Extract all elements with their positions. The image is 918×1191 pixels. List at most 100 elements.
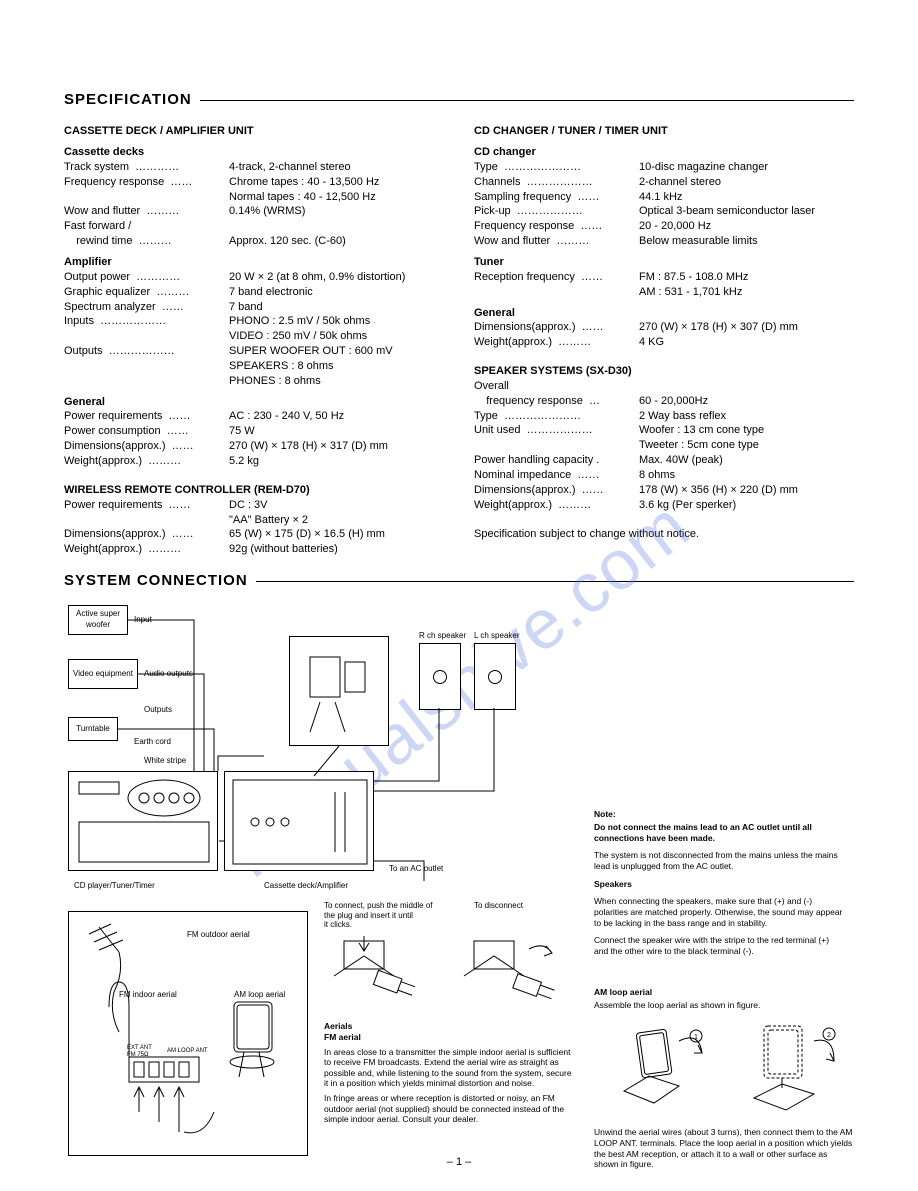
spec-row: Power consumption ……75 W	[64, 424, 444, 439]
plug-connect-caption: To connect, push the middle of the plug …	[324, 901, 434, 930]
spec-value: Optical 3-beam semiconductor laser	[639, 204, 854, 219]
spec-label: Power requirements ……	[64, 498, 229, 513]
spec-label: Spectrum analyzer ……	[64, 300, 229, 315]
earth-cord-label: Earth cord	[134, 737, 171, 747]
spec-value: Approx. 120 sec. (C-60)	[229, 234, 444, 249]
spec-value: 7 band	[229, 300, 444, 315]
asw-input-label: Input	[134, 615, 152, 625]
spec-label: Nominal impedance ……	[474, 468, 639, 483]
spec-label: Weight(approx.) ………	[64, 454, 229, 469]
spec-row: Power requirements ……AC : 230 - 240 V, 5…	[64, 409, 444, 424]
spec-label: Overall	[474, 379, 639, 394]
spec-row: Reception frequency ……FM : 87.5 - 108.0 …	[474, 270, 854, 285]
spec-label	[64, 359, 229, 374]
fm-aerial-sub: FM aerial	[324, 1032, 574, 1043]
spec-label: rewind time ………	[64, 234, 229, 249]
spec-label: Dimensions(approx.) ……	[474, 320, 639, 335]
terminal-callout	[289, 636, 389, 746]
amp-unit	[224, 771, 374, 871]
spec-value: 7 band electronic	[229, 285, 444, 300]
cd-player-label: CD player/Tuner/Timer	[74, 881, 155, 891]
spec-row: Outputs ………………SUPER WOOFER OUT : 600 mV	[64, 344, 444, 359]
speakers-h: Speakers	[594, 879, 844, 890]
spec-value: 2 Way bass reflex	[639, 409, 854, 424]
fm-outdoor-label: FM outdoor aerial	[187, 930, 250, 940]
spec-value: Below measurable limits	[639, 234, 854, 249]
spec-right-col: CD CHANGER / TUNER / TIMER UNIT CD chang…	[474, 120, 854, 557]
rch-label: R ch speaker	[419, 631, 466, 641]
spec-label: Power consumption ……	[64, 424, 229, 439]
plug-disconnect-caption: To disconnect	[474, 901, 523, 911]
spec-label: Outputs ………………	[64, 344, 229, 359]
conn-title-text: SYSTEM CONNECTION	[64, 571, 248, 591]
spec-label: Weight(approx.) ………	[64, 542, 229, 557]
spec-value: FM : 87.5 - 108.0 MHz	[639, 270, 854, 285]
spec-row: SPEAKERS : 8 ohms	[64, 359, 444, 374]
spec-value: 20 W × 2 (at 8 ohm, 0.9% distortion)	[229, 270, 444, 285]
spec-value: 2-channel stereo	[639, 175, 854, 190]
spec-row: Dimensions(approx.) ……178 (W) × 356 (H) …	[474, 483, 854, 498]
spec-row: Weight(approx.) ………92g (without batterie…	[64, 542, 444, 557]
active-super-woofer-box: Active super woofer	[68, 605, 128, 635]
amplifier-group: Amplifier	[64, 255, 444, 270]
spec-value: 20 - 20,000 Hz	[639, 219, 854, 234]
spec-value: 8 ohms	[639, 468, 854, 483]
spec-row: Inputs ………………PHONO : 2.5 mV / 50k ohms	[64, 314, 444, 329]
spec-value: 270 (W) × 178 (H) × 307 (D) mm	[639, 320, 854, 335]
remote-heading: WIRELESS REMOTE CONTROLLER (REM-D70)	[64, 483, 444, 498]
spec-row: Weight(approx.) ………5.2 kg	[64, 454, 444, 469]
spec-row: Weight(approx.) ………3.6 kg (Per sperker)	[474, 498, 854, 513]
aerial-text: Aerials FM aerial In areas close to a tr…	[324, 1021, 574, 1129]
notice: Specification subject to change without …	[474, 527, 854, 542]
right-notes: Note: Do not connect the mains lead to a…	[594, 809, 844, 1017]
ac-outlet-label: To an AC outlet	[389, 864, 443, 874]
spec-label: Weight(approx.) ………	[474, 335, 639, 350]
spec-label: Graphic equalizer ………	[64, 285, 229, 300]
spec-row: Frequency response ……20 - 20,000 Hz	[474, 219, 854, 234]
video-outputs-label: Audio outputs	[144, 669, 193, 679]
rule	[200, 100, 854, 101]
spec-label: Fast forward /	[64, 219, 229, 234]
cd-tuner-unit	[68, 771, 218, 871]
spec-row: Power handling capacity .Max. 40W (peak)	[474, 453, 854, 468]
spec-row: Graphic equalizer ………7 band electronic	[64, 285, 444, 300]
spec-label: frequency response …	[474, 394, 639, 409]
spec-row: frequency response …60 - 20,000Hz	[474, 394, 854, 409]
spec-row: Dimensions(approx.) ……270 (W) × 178 (H) …	[474, 320, 854, 335]
spec-row: "AA" Battery × 2	[64, 513, 444, 528]
spec-row: Pick-up ………………Optical 3-beam semiconduct…	[474, 204, 854, 219]
spec-value: Normal tapes : 40 - 12,500 Hz	[229, 190, 444, 205]
spec-row: Dimensions(approx.) ……270 (W) × 178 (H) …	[64, 439, 444, 454]
spec-heading: SPECIFICATION	[64, 90, 854, 110]
fm-indoor-label: FM indoor aerial	[119, 990, 177, 1000]
spec-row: Type …………………10-disc magazine changer	[474, 160, 854, 175]
white-stripe-label: White stripe	[144, 756, 186, 766]
spec-value: AC : 230 - 240 V, 50 Hz	[229, 409, 444, 424]
spec-label	[64, 329, 229, 344]
spec-row: Output power …………20 W × 2 (at 8 ohm, 0.9…	[64, 270, 444, 285]
aerials-h: Aerials	[324, 1021, 574, 1032]
spec-label: Type …………………	[474, 160, 639, 175]
spec-value: Chrome tapes : 40 - 13,500 Hz	[229, 175, 444, 190]
spec-left-col: CASSETTE DECK / AMPLIFIER UNIT Cassette …	[64, 120, 444, 557]
lch-label: L ch speaker	[474, 631, 520, 641]
spec-label: Type …………………	[474, 409, 639, 424]
spec-value: 5.2 kg	[229, 454, 444, 469]
spec-label: Unit used ………………	[474, 423, 639, 438]
spec-label: Dimensions(approx.) ……	[64, 439, 229, 454]
spec-row: Dimensions(approx.) ……65 (W) × 175 (D) ×…	[64, 527, 444, 542]
spec-row: Track system …………4-track, 2-channel ster…	[64, 160, 444, 175]
general-left-group: General	[64, 395, 444, 410]
amloopant-label: AM LOOP ANT	[167, 1048, 208, 1055]
spec-title-text: SPECIFICATION	[64, 90, 192, 110]
svg-text:1: 1	[694, 1034, 698, 1041]
aerial-p2: In fringe areas or where reception is di…	[324, 1093, 574, 1125]
spec-row: Normal tapes : 40 - 12,500 Hz	[64, 190, 444, 205]
spec-value: VIDEO : 250 mV / 50k ohms	[229, 329, 444, 344]
spec-value: SUPER WOOFER OUT : 600 mV	[229, 344, 444, 359]
spk-p2: Connect the speaker wire with the stripe…	[594, 935, 844, 957]
spec-value: PHONO : 2.5 mV / 50k ohms	[229, 314, 444, 329]
spec-label: Dimensions(approx.) ……	[64, 527, 229, 542]
spec-value: DC : 3V	[229, 498, 444, 513]
spec-row: Overall	[474, 379, 854, 394]
